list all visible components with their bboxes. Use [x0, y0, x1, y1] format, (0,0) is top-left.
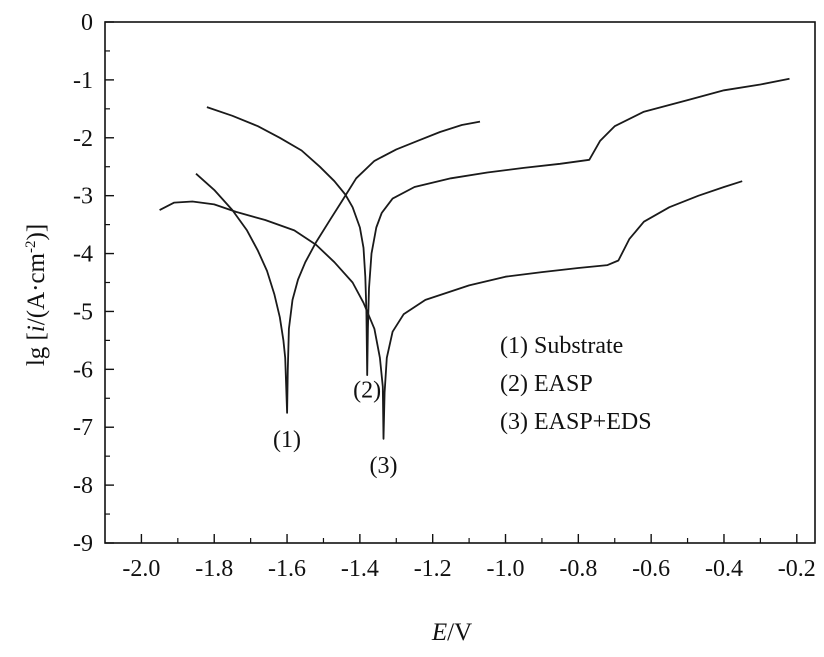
legend-entry-3: (3) EASP+EDS [500, 409, 652, 435]
y-tick-label: -2 [73, 126, 93, 152]
curve-1 [195, 120, 481, 414]
y-axis-label: lg [i/(A·cm-2)] [23, 224, 50, 366]
x-tick-label: -2.0 [122, 556, 160, 582]
y-tick-label: -5 [73, 299, 93, 325]
y-tick-label: -1 [73, 68, 93, 94]
plot-frame [104, 21, 816, 544]
legend-entry-1: (1) Substrate [500, 333, 623, 359]
legend-entry-2: (2) EASP [500, 371, 593, 397]
curve-label-2: (2) [353, 378, 381, 404]
legend: (1) Substrate (2) EASP (3) EASP+EDS [500, 333, 652, 435]
x-axis-label: E/V [431, 619, 472, 646]
y-tick-label: -8 [73, 473, 93, 499]
y-tick-label: -6 [73, 357, 93, 383]
y-tick-label: -7 [73, 415, 93, 441]
x-tick-label: -1.8 [195, 556, 233, 582]
x-tick-label: -1.0 [487, 556, 525, 582]
y-tick-label: -3 [73, 184, 93, 210]
x-tick-label: -1.2 [414, 556, 452, 582]
y-tick-label: -4 [73, 242, 93, 268]
x-tick-label: -0.8 [559, 556, 597, 582]
x-tick-label: -0.2 [778, 556, 816, 582]
curve-3 [159, 180, 743, 440]
x-tick-label: -0.6 [632, 556, 670, 582]
curve-label-1: (1) [273, 427, 301, 453]
axis-ticks [105, 21, 798, 544]
y-tick-label: -9 [73, 531, 93, 557]
curves-group [159, 77, 790, 440]
curve-label-3: (3) [370, 453, 398, 479]
x-tick-label: -1.6 [268, 556, 306, 582]
x-tick-label: -0.4 [705, 556, 743, 582]
y-tick-label: 0 [81, 10, 93, 36]
curve-2 [206, 77, 790, 376]
x-tick-label: -1.4 [341, 556, 379, 582]
